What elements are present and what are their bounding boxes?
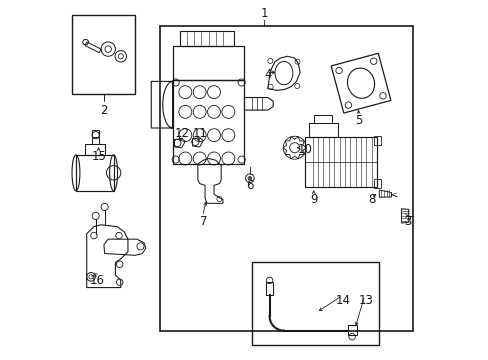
Text: 8: 8 (367, 193, 375, 206)
Text: 1: 1 (260, 7, 267, 20)
Text: 10: 10 (297, 143, 312, 156)
Text: 7: 7 (199, 215, 206, 228)
Text: 2: 2 (100, 104, 107, 117)
Text: 9: 9 (310, 193, 318, 206)
Text: 6: 6 (245, 179, 253, 192)
Text: 14: 14 (335, 294, 350, 307)
Text: 13: 13 (358, 294, 373, 307)
Text: 12: 12 (174, 127, 189, 140)
Text: 16: 16 (90, 274, 105, 287)
Text: 11: 11 (192, 127, 207, 140)
Text: 5: 5 (355, 114, 362, 127)
Text: 3: 3 (403, 215, 410, 228)
Text: 4: 4 (264, 68, 271, 81)
Text: 15: 15 (92, 150, 106, 163)
